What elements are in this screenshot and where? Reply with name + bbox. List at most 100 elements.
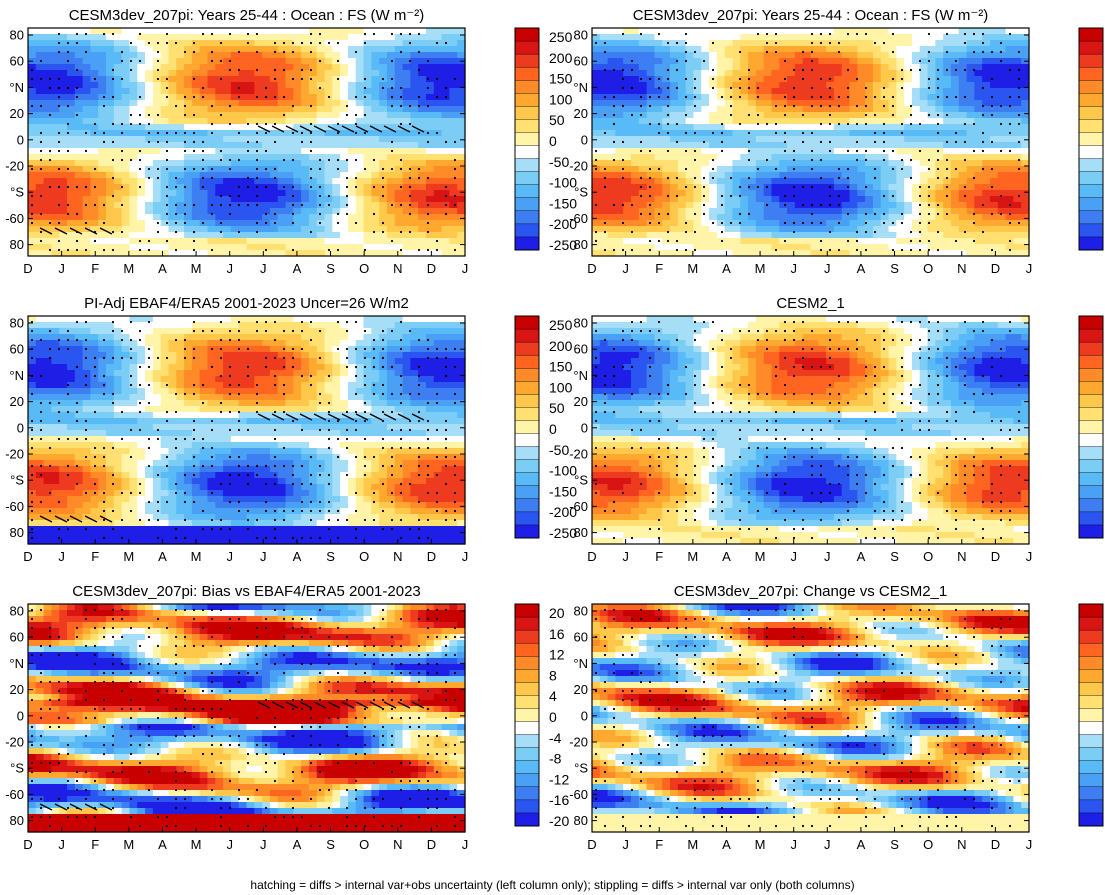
stipple-dot [184, 51, 186, 53]
field-cell [764, 76, 772, 83]
field-cell [75, 70, 83, 77]
field-cell [967, 112, 975, 119]
field-cell [434, 220, 442, 227]
field-cell [262, 58, 270, 65]
field-cell [325, 100, 333, 107]
field-cell [857, 226, 865, 233]
field-cell [379, 238, 387, 245]
field-cell [904, 196, 912, 203]
field-cell [200, 238, 208, 245]
field-cell [457, 148, 465, 155]
colorbar-segment [515, 198, 539, 211]
field-cell [247, 196, 255, 203]
field-cell [779, 76, 787, 83]
field-cell [842, 160, 850, 167]
field-cell [771, 64, 779, 71]
field-cell [865, 136, 873, 143]
stipple-dot [193, 132, 195, 134]
field-cell [457, 208, 465, 215]
field-cell [293, 88, 301, 95]
field-cell [254, 172, 262, 179]
stipple-dot [58, 204, 60, 206]
field-cell [90, 94, 98, 101]
field-cell [286, 142, 294, 149]
field-cell [662, 88, 670, 95]
field-cell [974, 196, 982, 203]
field-cell [75, 34, 83, 41]
stipple-dot [274, 51, 276, 53]
field-cell [623, 190, 631, 197]
field-cell [756, 136, 764, 143]
field-cell [192, 118, 200, 125]
field-cell [207, 154, 215, 161]
stipple-dot [67, 42, 69, 44]
field-cell [818, 118, 826, 125]
field-cell [920, 172, 928, 179]
field-cell [811, 178, 819, 185]
field-cell [795, 226, 803, 233]
stipple-dot [400, 249, 402, 251]
field-cell [678, 70, 686, 77]
stipple-dot [274, 42, 276, 44]
field-cell [293, 190, 301, 197]
field-cell [881, 178, 889, 185]
field-cell [873, 214, 881, 221]
field-cell [410, 220, 418, 227]
field-cell [928, 94, 936, 101]
field-raster [28, 28, 466, 257]
field-cell [293, 196, 301, 203]
field-cell [114, 124, 122, 131]
field-cell [811, 196, 819, 203]
field-cell [449, 76, 457, 83]
field-cell [709, 136, 717, 143]
field-cell [842, 46, 850, 53]
field-cell [748, 124, 756, 131]
field-cell [748, 238, 756, 245]
field-cell [59, 148, 67, 155]
field-cell [410, 100, 418, 107]
field-cell [725, 118, 733, 125]
field-cell [36, 202, 44, 209]
field-cell [654, 148, 662, 155]
field-cell [935, 130, 943, 137]
field-cell [106, 208, 114, 215]
field-cell [129, 238, 137, 245]
field-cell [153, 190, 161, 197]
field-cell [787, 76, 795, 83]
field-cell [881, 184, 889, 191]
field-cell [231, 28, 239, 35]
field-cell [701, 70, 709, 77]
field-cell [67, 238, 75, 245]
field-cell [418, 232, 426, 239]
field-cell [732, 64, 740, 71]
field-cell [709, 118, 717, 125]
field-cell [254, 118, 262, 125]
field-cell [356, 232, 364, 239]
stipple-dot [829, 78, 831, 80]
field-cell [176, 82, 184, 89]
field-cell [449, 118, 457, 125]
field-cell [332, 148, 340, 155]
field-cell [592, 76, 600, 83]
field-cell [114, 244, 122, 251]
field-cell [998, 82, 1006, 89]
field-cell [418, 220, 426, 227]
field-cell [457, 130, 465, 137]
field-cell [137, 28, 145, 35]
field-cell [756, 52, 764, 59]
field-cell [137, 196, 145, 203]
field-cell [231, 208, 239, 215]
field-cell [59, 154, 67, 161]
field-cell [959, 130, 967, 137]
field-cell [592, 190, 600, 197]
field-cell [254, 34, 262, 41]
field-cell [247, 94, 255, 101]
field-cell [153, 232, 161, 239]
field-cell [364, 220, 372, 227]
field-cell [332, 220, 340, 227]
field-cell [608, 28, 616, 35]
field-cell [356, 214, 364, 221]
field-cell [239, 232, 247, 239]
field-cell [403, 238, 411, 245]
stipple-dot [130, 42, 132, 44]
